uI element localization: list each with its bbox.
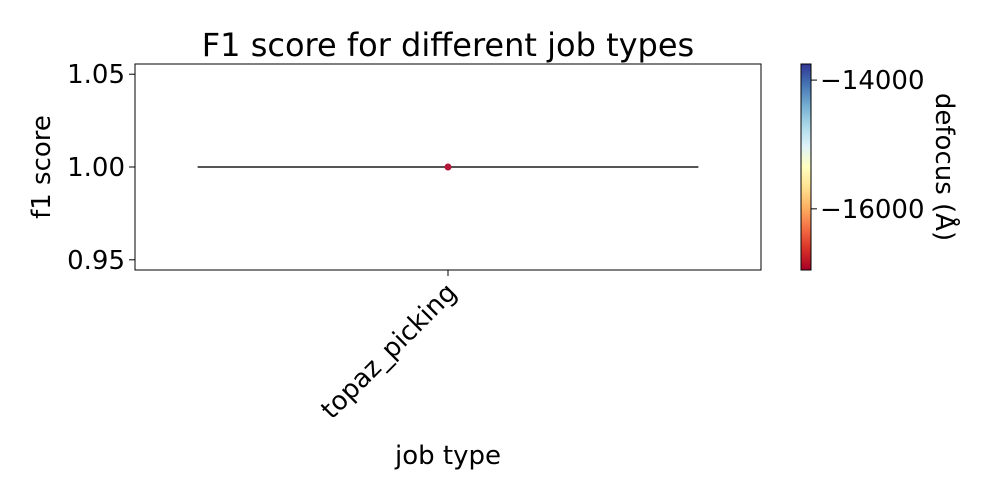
chart-title: F1 score for different job types bbox=[202, 26, 694, 64]
colorbar-gradient bbox=[800, 63, 812, 271]
data-point bbox=[444, 163, 452, 171]
x-tick-label: topaz_picking bbox=[316, 278, 463, 425]
colorbar: −14000 −16000 defocus (Å) bbox=[800, 63, 961, 271]
colorbar-tick-label: −16000 bbox=[820, 195, 925, 225]
y-tick-label: 1.00 bbox=[67, 153, 125, 183]
y-axis: 0.95 1.00 1.05 bbox=[67, 60, 135, 276]
x-axis-label: job type bbox=[394, 441, 501, 471]
y-axis-label: f1 score bbox=[27, 115, 57, 219]
chart-marks bbox=[197, 163, 699, 171]
y-tick-label: 1.05 bbox=[67, 60, 125, 90]
x-axis: topaz_picking bbox=[316, 270, 463, 425]
colorbar-tick-label: −14000 bbox=[820, 66, 925, 96]
colorbar-label: defocus (Å) bbox=[929, 93, 961, 241]
colorbar-ticks: −14000 −16000 bbox=[811, 66, 925, 225]
y-tick-label: 0.95 bbox=[67, 246, 125, 276]
